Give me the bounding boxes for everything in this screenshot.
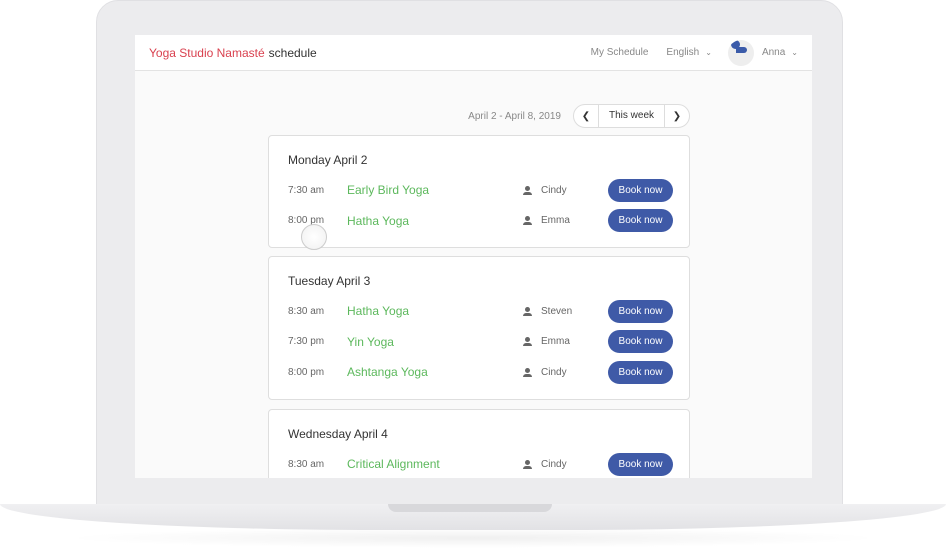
- chevron-down-icon: ⌄: [705, 48, 712, 57]
- class-row: 8:30 am Critical Alignment Cindy Book no…: [288, 449, 689, 478]
- laptop-shadow: [60, 528, 886, 548]
- brand-suffix: schedule: [268, 45, 317, 60]
- class-time: 8:00 pm: [288, 215, 325, 227]
- person-icon: [523, 306, 532, 316]
- this-week-button[interactable]: This week: [597, 105, 665, 127]
- instructor: Cindy: [523, 459, 608, 470]
- class-time: 7:30 pm: [288, 336, 325, 348]
- week-range: April 2 - April 8, 2019: [468, 110, 561, 122]
- instructor: Emma: [523, 215, 608, 226]
- chevron-left-icon[interactable]: ❮: [581, 110, 591, 122]
- instructor-name: Steven: [541, 305, 573, 317]
- chevron-down-icon: ⌄: [791, 48, 798, 57]
- book-now-button[interactable]: Book now: [608, 452, 673, 476]
- class-name[interactable]: Ashtanga Yoga: [347, 365, 428, 380]
- class-row: 7:30 pm Yin Yoga Emma Book now: [288, 327, 689, 358]
- my-schedule-link[interactable]: My Schedule: [590, 47, 649, 58]
- person-icon: [523, 367, 532, 377]
- person-icon: [523, 185, 532, 195]
- day-title: Tuesday April 3: [288, 274, 371, 288]
- day-title: Monday April 2: [288, 153, 368, 167]
- class-time: 8:00 pm: [288, 366, 325, 378]
- laptop-notch: [388, 504, 552, 512]
- avatar[interactable]: [727, 39, 754, 66]
- app-screen: Yoga Studio Namasté schedule My Schedule…: [135, 35, 812, 478]
- cursor-indicator: [301, 224, 327, 250]
- person-icon: [523, 337, 532, 347]
- class-row: 8:30 am Hatha Yoga Steven Book now: [288, 296, 689, 327]
- book-now-button[interactable]: Book now: [608, 360, 673, 384]
- instructor: Steven: [523, 306, 608, 317]
- top-bar: Yoga Studio Namasté schedule My Schedule…: [135, 35, 812, 71]
- instructor-name: Cindy: [541, 366, 567, 378]
- book-now-button[interactable]: Book now: [608, 178, 673, 202]
- class-row: 8:00 pm Hatha Yoga Emma Book now: [288, 206, 689, 237]
- book-now-button[interactable]: Book now: [608, 209, 673, 233]
- book-now-button[interactable]: Book now: [608, 299, 673, 323]
- language-label: English: [666, 47, 700, 58]
- class-name[interactable]: Hatha Yoga: [347, 213, 410, 228]
- person-icon: [523, 459, 532, 469]
- instructor: Cindy: [523, 367, 608, 378]
- user-dropdown[interactable]: Anna ⌄: [762, 47, 798, 58]
- user-name: Anna: [761, 47, 786, 58]
- class-time: 8:30 am: [288, 305, 325, 317]
- class-name[interactable]: Yin Yoga: [347, 334, 394, 349]
- class-name[interactable]: Critical Alignment: [347, 457, 440, 472]
- language-dropdown[interactable]: English ⌄: [666, 47, 712, 58]
- day-card: Wednesday April 4 8:30 am Critical Align…: [268, 409, 690, 478]
- instructor: Emma: [523, 336, 608, 347]
- class-name[interactable]: Hatha Yoga: [347, 304, 410, 319]
- chevron-right-icon[interactable]: ❯: [672, 110, 682, 122]
- book-now-button[interactable]: Book now: [608, 330, 673, 354]
- instructor-name: Cindy: [541, 184, 567, 196]
- instructor-name: Cindy: [541, 458, 567, 470]
- class-name[interactable]: Early Bird Yoga: [347, 183, 430, 198]
- class-time: 7:30 am: [288, 184, 325, 196]
- week-pager: ❮ This week ❯: [572, 104, 690, 128]
- brand-name[interactable]: Yoga Studio Namasté: [149, 45, 265, 60]
- class-row: 7:30 am Early Bird Yoga Cindy Book now: [288, 175, 689, 206]
- day-title: Wednesday April 4: [288, 427, 388, 441]
- day-card: Monday April 2 7:30 am Early Bird Yoga C…: [268, 135, 690, 248]
- person-icon: [523, 216, 532, 226]
- day-card: Tuesday April 3 8:30 am Hatha Yoga Steve…: [268, 256, 690, 400]
- nav: My Schedule English ⌄ Anna ⌄: [573, 39, 798, 66]
- instructor-name: Emma: [541, 336, 570, 348]
- class-row: 8:00 pm Ashtanga Yoga Cindy Book now: [288, 357, 689, 388]
- instructor-name: Emma: [541, 215, 570, 227]
- week-navigation: April 2 - April 8, 2019 ❮ This week ❯: [468, 104, 690, 128]
- instructor: Cindy: [523, 185, 608, 196]
- class-time: 8:30 am: [288, 458, 325, 470]
